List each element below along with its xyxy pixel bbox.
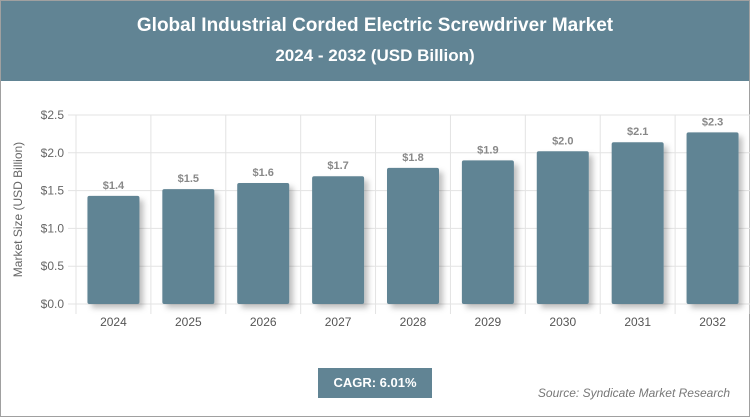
chart-header: Global Industrial Corded Electric Screwd… xyxy=(1,1,749,81)
bar xyxy=(87,195,140,304)
bar xyxy=(162,189,215,304)
bar xyxy=(387,167,439,304)
source-note: Source: Syndicate Market Research xyxy=(537,386,730,400)
x-tick-label: 2032 xyxy=(699,315,726,329)
bar xyxy=(461,160,514,304)
y-axis-title: Market Size (USD Billion) xyxy=(11,142,25,277)
y-tick-label: $2.5 xyxy=(41,108,65,122)
chart-title: Global Industrial Corded Electric Screwd… xyxy=(136,15,614,36)
x-tick-label: 2030 xyxy=(549,315,576,329)
chart-subtitle: 2024 - 2032 (USD Billion) xyxy=(275,46,475,65)
x-tick-label: 2029 xyxy=(475,315,502,329)
data-label: $1.5 xyxy=(178,173,199,185)
x-tick-label: 2026 xyxy=(250,315,277,329)
x-tick-label: 2024 xyxy=(100,315,127,329)
bar xyxy=(686,132,739,304)
bar xyxy=(237,183,290,304)
y-tick-label: $1.0 xyxy=(41,221,65,235)
data-label: $2.0 xyxy=(552,135,573,147)
data-label: $1.9 xyxy=(477,144,498,156)
data-label: $2.3 xyxy=(702,116,723,128)
x-tick-label: 2031 xyxy=(624,315,651,329)
bar xyxy=(536,151,589,304)
data-label: $2.1 xyxy=(627,126,648,138)
data-label: $1.4 xyxy=(103,180,125,192)
bar xyxy=(312,176,365,304)
data-label: $1.8 xyxy=(402,152,423,164)
y-tick-label: $2.0 xyxy=(41,146,65,160)
y-tick-label: $0.0 xyxy=(41,297,65,311)
x-tick-label: 2025 xyxy=(175,315,202,329)
cagr-badge: CAGR: 6.01% xyxy=(318,368,432,398)
y-tick-label: $1.5 xyxy=(41,184,65,198)
y-tick-label: $0.5 xyxy=(41,259,65,273)
x-tick-label: 2027 xyxy=(325,315,352,329)
data-label: $1.6 xyxy=(253,167,274,179)
bar xyxy=(611,142,664,304)
data-label: $1.7 xyxy=(327,160,348,172)
x-tick-label: 2028 xyxy=(400,315,427,329)
